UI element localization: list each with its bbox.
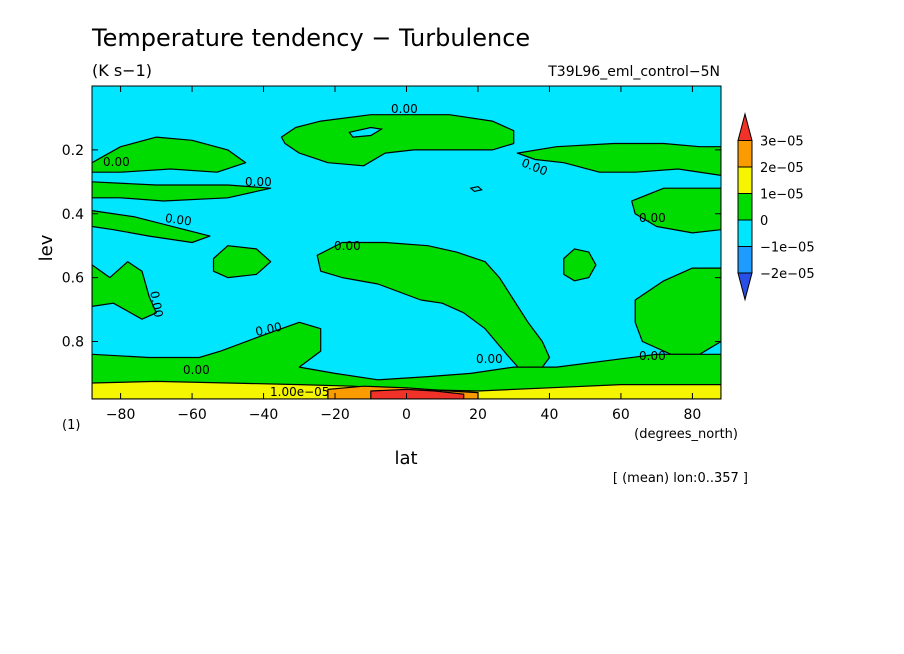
contour-region-nh-polar: [634, 267, 721, 355]
contour-region-equator-tongue: [316, 241, 551, 371]
contour-hole: [348, 126, 384, 138]
contour-label: 0.00: [476, 352, 503, 366]
x-tick-label: 80: [683, 407, 701, 423]
colorbar-segment: [737, 166, 753, 194]
contour-region-sh-polar: [92, 261, 157, 320]
x-axis-title: lat: [394, 448, 417, 469]
x-tick-label: 40: [541, 407, 559, 423]
contour-region-tropopause-band: [280, 114, 515, 167]
y-tick-label: 0.6: [62, 271, 84, 287]
x-tick-label: 0: [402, 407, 411, 423]
x-tick-label: −80: [106, 407, 136, 423]
contour-region-boundary-layer: [92, 321, 721, 399]
y-axis-units: (1): [62, 418, 80, 433]
x-tick-label: 60: [612, 407, 630, 423]
colorbar-segment: [737, 112, 753, 141]
mean-note: [ (mean) lon:0..357 ]: [613, 471, 748, 486]
x-axis: −80 −60 −40 −20 0 20 40 60 80: [106, 86, 701, 423]
contour-region-sh-upper-1: [92, 136, 247, 173]
contour-label: 0.00: [334, 239, 361, 253]
x-tick-label: 20: [469, 407, 487, 423]
y-axis-title: lev: [36, 234, 57, 261]
x-tick-label: −60: [177, 407, 207, 423]
colorbar-label: −1e−05: [760, 241, 815, 256]
interior-holes: [348, 126, 483, 193]
experiment-label: T39L96_eml_control−5N: [547, 64, 720, 80]
contour-label: 0.00: [147, 290, 165, 319]
x-tick-label: −40: [249, 407, 279, 423]
colorbar-label: 0: [760, 214, 768, 229]
colorbar-segment: [737, 140, 753, 168]
contour-label: 1.00e−05: [270, 385, 329, 399]
contour-label: 0.00: [639, 211, 666, 225]
contour-region-surface-red: [370, 388, 465, 399]
plot-area: [92, 86, 721, 399]
x-tick-label: −20: [320, 407, 350, 423]
colorbar-label: 3e−05: [760, 135, 804, 150]
y-axis: 0.2 0.4 0.6 0.8: [62, 143, 721, 351]
contour-region-sh-mid: [92, 210, 211, 244]
colorbar-segment: [737, 246, 753, 274]
y-tick-label: 0.8: [62, 335, 84, 351]
contour-label: 0.00: [183, 363, 210, 377]
contour-labels: 0.00 0.00 0.00 0.00 0.00 0.00 0.00 0.00 …: [103, 102, 666, 399]
contour-label: 0.00: [391, 102, 418, 116]
contour-label: 0.00: [164, 211, 192, 229]
contour-label: 0.00: [639, 349, 666, 363]
filled-regions: [92, 114, 721, 399]
contour-hole: [469, 185, 483, 193]
contour-label: 0.00: [103, 155, 130, 169]
colorbar-segment: [737, 272, 753, 302]
contour-region-nh-blob: [563, 248, 597, 282]
contour-region-nh-upper-2: [631, 187, 721, 234]
x-axis-units: (degrees_north): [634, 427, 738, 442]
colorbar-label: −2e−05: [760, 267, 815, 282]
chart-title: Temperature tendency − Turbulence: [91, 24, 530, 52]
colorbar-label: 1e−05: [760, 188, 804, 203]
contour-region-nh-upper-1: [516, 142, 721, 176]
contour-region-sh-upper-2: [92, 181, 272, 202]
y-tick-label: 0.4: [62, 207, 84, 223]
colorbar-label: 2e−05: [760, 161, 804, 176]
colorbar-segment: [737, 193, 753, 221]
y-tick-label: 0.2: [62, 143, 84, 159]
units-label: (K s−1): [92, 61, 152, 80]
colorbar-segment: [737, 219, 753, 247]
contour-region-sh-blob: [212, 245, 272, 279]
colorbar: 3e−05 2e−05 1e−05 0 −1e−05 −2e−05: [737, 112, 815, 302]
contour-label: 0.00: [254, 320, 283, 339]
contour-label: 0.00: [245, 175, 272, 189]
